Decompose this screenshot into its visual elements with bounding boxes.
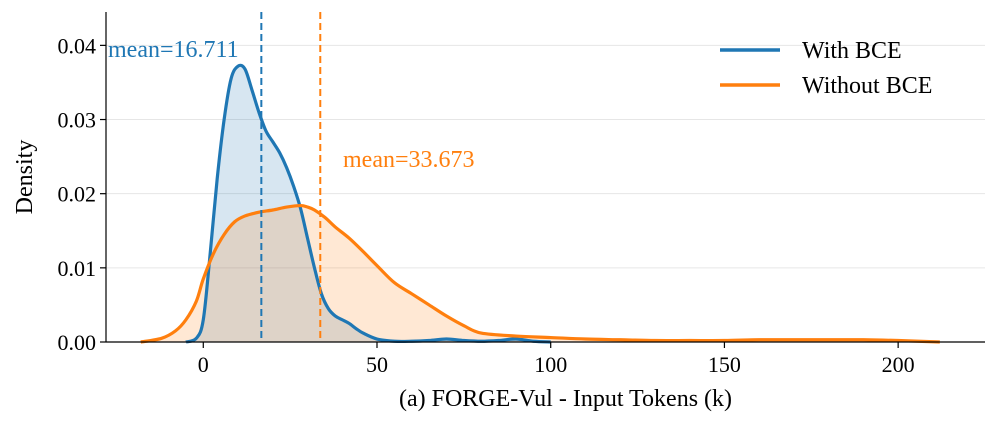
density-area-without-bce xyxy=(140,205,940,342)
x-axis-label: (a) FORGE-Vul - Input Tokens (k) xyxy=(399,386,732,412)
y-tick-label: 0.03 xyxy=(58,108,97,133)
y-tick-label: 0.01 xyxy=(58,256,97,281)
grid-lines xyxy=(106,44,985,269)
y-tick-label: 0.04 xyxy=(58,33,97,58)
x-tick-label: 200 xyxy=(882,352,915,377)
mean-annotation-with-bce: mean=16.711 xyxy=(108,37,239,63)
tick-labels: 0 50 100 150 200 0.00 0.01 0.02 0.03 0.04 xyxy=(58,33,915,377)
density-area-with-bce xyxy=(185,65,551,343)
x-tick-label: 100 xyxy=(534,352,567,377)
legend-label-with-bce: With BCE xyxy=(802,38,902,64)
density-lines xyxy=(140,63,940,344)
density-line-without-bce xyxy=(140,203,940,344)
axes xyxy=(100,12,985,348)
mean-lines xyxy=(260,12,322,342)
density-line-with-bce xyxy=(185,63,551,344)
x-tick-label: 50 xyxy=(366,352,388,377)
x-tick-label: 150 xyxy=(708,352,741,377)
y-tick-label: 0.00 xyxy=(58,330,97,355)
y-tick-label: 0.02 xyxy=(58,182,97,207)
x-tick-label: 0 xyxy=(198,352,209,377)
mean-annotation-without-bce: mean=33.673 xyxy=(343,147,475,173)
density-areas xyxy=(140,65,940,343)
legend-label-without-bce: Without BCE xyxy=(802,73,932,99)
legend: With BCE Without BCE xyxy=(720,38,932,99)
y-axis-label: Density xyxy=(12,140,38,215)
